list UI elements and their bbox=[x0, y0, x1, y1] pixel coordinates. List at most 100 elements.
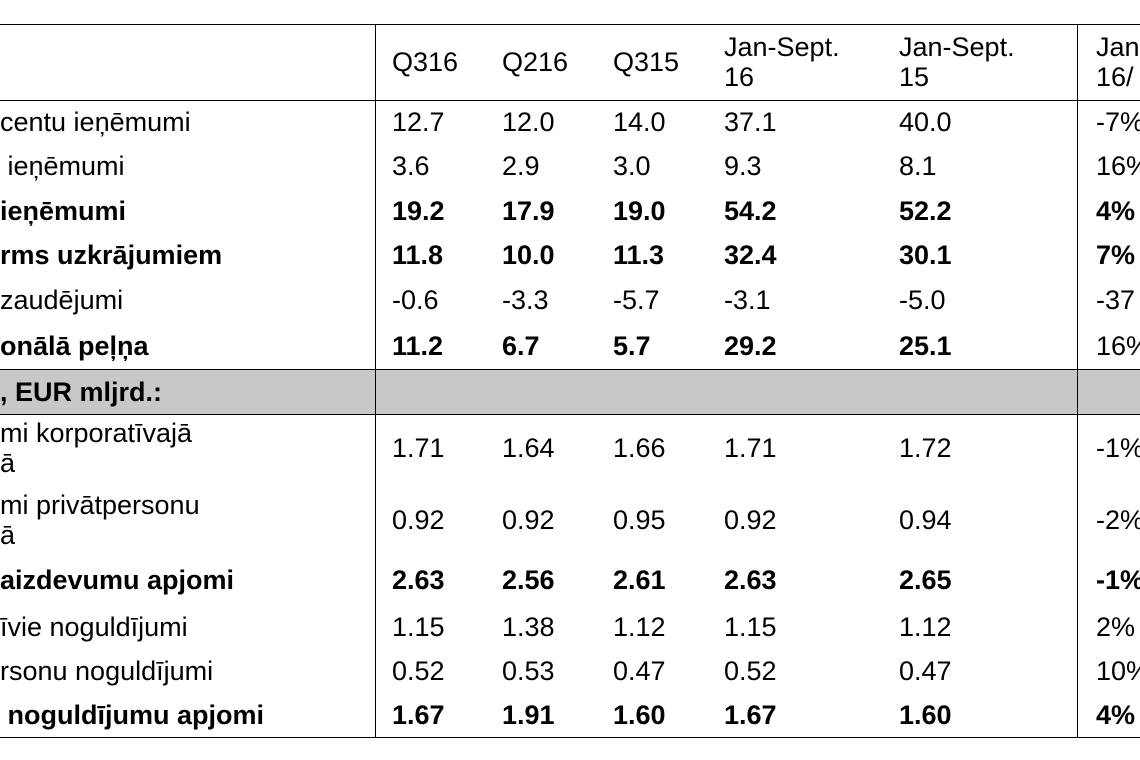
table-bottom-border bbox=[0, 737, 1140, 738]
row-label: mi privātpersonu ā bbox=[0, 490, 200, 550]
table-cell: -37 bbox=[1096, 285, 1136, 315]
table-cell: 0.53 bbox=[502, 656, 555, 686]
row-label: onālā peļņa bbox=[0, 331, 149, 361]
table-cell: 0.92 bbox=[724, 505, 777, 535]
table-cell: 4% bbox=[1096, 700, 1136, 730]
table-cell: -2% bbox=[1096, 505, 1140, 535]
row-label: ieņēmumi bbox=[0, 151, 125, 181]
table-cell: -3.3 bbox=[502, 285, 549, 315]
table-cell: 0.95 bbox=[613, 505, 666, 535]
table-cell: 1.60 bbox=[613, 700, 666, 730]
table-cell: 1.67 bbox=[392, 700, 445, 730]
section-bottom-border bbox=[0, 414, 1140, 415]
table-cell: 40.0 bbox=[899, 107, 952, 137]
column-divider-change bbox=[1077, 24, 1078, 737]
table-cell: 37.1 bbox=[724, 107, 777, 137]
table-cell: 29.2 bbox=[724, 331, 777, 361]
table-cell: 9.3 bbox=[724, 151, 762, 181]
table-cell: 16% bbox=[1096, 331, 1140, 361]
table-cell: 1.12 bbox=[613, 612, 666, 642]
table-cell: 19.0 bbox=[613, 196, 666, 226]
table-cell: 11.8 bbox=[392, 240, 444, 270]
table-cell: 2.9 bbox=[502, 151, 540, 181]
row-label: ieņēmumi bbox=[0, 196, 127, 226]
row-label: rms uzkrājumiem bbox=[0, 240, 223, 270]
table-cell: 1.66 bbox=[613, 433, 666, 463]
row-label: īvie noguldījumi bbox=[0, 612, 188, 642]
table-cell: 1.15 bbox=[724, 612, 777, 642]
table-cell: 1.64 bbox=[502, 433, 555, 463]
table-cell: 10.0 bbox=[502, 240, 555, 270]
table-cell: 7% bbox=[1096, 240, 1136, 270]
table-cell: 0.52 bbox=[392, 656, 445, 686]
header-q315: Q315 bbox=[613, 47, 680, 77]
table-cell: 52.2 bbox=[899, 196, 952, 226]
table-cell: 1.15 bbox=[392, 612, 445, 642]
table-cell: 0.47 bbox=[899, 656, 952, 686]
table-cell: 4% bbox=[1096, 196, 1136, 226]
table-cell: 25.1 bbox=[899, 331, 952, 361]
table-cell: 0.92 bbox=[392, 505, 445, 535]
row-label: centu ieņēmumi bbox=[0, 107, 191, 137]
table-cell: 1.71 bbox=[392, 433, 445, 463]
row-label: noguldījumu apjomi bbox=[0, 700, 264, 730]
table-cell: 1.38 bbox=[502, 612, 555, 642]
table-cell: 1.71 bbox=[724, 433, 777, 463]
table-cell: -1% bbox=[1096, 433, 1140, 463]
table-cell: 2% bbox=[1096, 612, 1136, 642]
table-cell: 0.92 bbox=[502, 505, 555, 535]
header-jan-sept-15: Jan-Sept. 15 bbox=[899, 32, 1015, 92]
table-cell: 10% bbox=[1096, 656, 1140, 686]
table-cell: 0.52 bbox=[724, 656, 777, 686]
table-cell: 1.67 bbox=[724, 700, 777, 730]
table-cell: 1.72 bbox=[899, 433, 952, 463]
table-cell: 32.4 bbox=[724, 240, 777, 270]
table-cell: 2.61 bbox=[613, 565, 666, 595]
table-cell: 1.91 bbox=[502, 700, 555, 730]
table-cell: 0.94 bbox=[899, 505, 952, 535]
table-cell: 16% bbox=[1096, 151, 1140, 181]
table-cell: -3.1 bbox=[724, 285, 771, 315]
table-cell: 12.0 bbox=[502, 107, 555, 137]
table-cell: 1.12 bbox=[899, 612, 952, 642]
header-jan-sept-16: Jan-Sept. 16 bbox=[724, 32, 840, 92]
table-cell: 12.7 bbox=[392, 107, 445, 137]
table-cell: -5.7 bbox=[613, 285, 660, 315]
table-cell: 3.6 bbox=[392, 151, 430, 181]
header-change: Jan 16/ bbox=[1096, 32, 1140, 92]
table-cell: 30.1 bbox=[899, 240, 952, 270]
table-cell: 5.7 bbox=[613, 331, 651, 361]
table-cell: -0.6 bbox=[392, 285, 439, 315]
header-bottom-border bbox=[0, 100, 1140, 101]
row-label: rsonu noguldījumi bbox=[0, 656, 214, 686]
table-cell: 2.63 bbox=[724, 565, 777, 595]
table-cell: 54.2 bbox=[724, 196, 777, 226]
table-cell: -5.0 bbox=[899, 285, 946, 315]
header-q316: Q316 bbox=[392, 47, 459, 77]
table-cell: 8.1 bbox=[899, 151, 937, 181]
table-cell: 14.0 bbox=[613, 107, 666, 137]
section-label: , EUR mljrd.: bbox=[0, 377, 163, 407]
section-top-border bbox=[0, 369, 1140, 370]
header-q216: Q216 bbox=[502, 47, 569, 77]
row-label: mi korporatīvajā ā bbox=[0, 418, 193, 478]
table-cell: 6.7 bbox=[502, 331, 540, 361]
table-cell: 11.2 bbox=[392, 331, 444, 361]
row-label: zaudējumi bbox=[0, 285, 124, 315]
table-cell: 17.9 bbox=[502, 196, 555, 226]
column-divider-label bbox=[375, 24, 376, 737]
table-cell: 2.65 bbox=[899, 565, 952, 595]
table-cell: 0.47 bbox=[613, 656, 666, 686]
row-label: aizdevumu apjomi bbox=[0, 565, 235, 595]
table-cell: -1% bbox=[1096, 565, 1140, 595]
section-row-background bbox=[0, 369, 1140, 414]
table-cell: -7% bbox=[1096, 107, 1140, 137]
table-top-border bbox=[0, 24, 1140, 25]
table-cell: 1.60 bbox=[899, 700, 952, 730]
table-cell: 2.56 bbox=[502, 565, 555, 595]
table-cell: 2.63 bbox=[392, 565, 445, 595]
table-cell: 11.3 bbox=[613, 240, 665, 270]
table-cell: 19.2 bbox=[392, 196, 445, 226]
table-cell: 3.0 bbox=[613, 151, 651, 181]
